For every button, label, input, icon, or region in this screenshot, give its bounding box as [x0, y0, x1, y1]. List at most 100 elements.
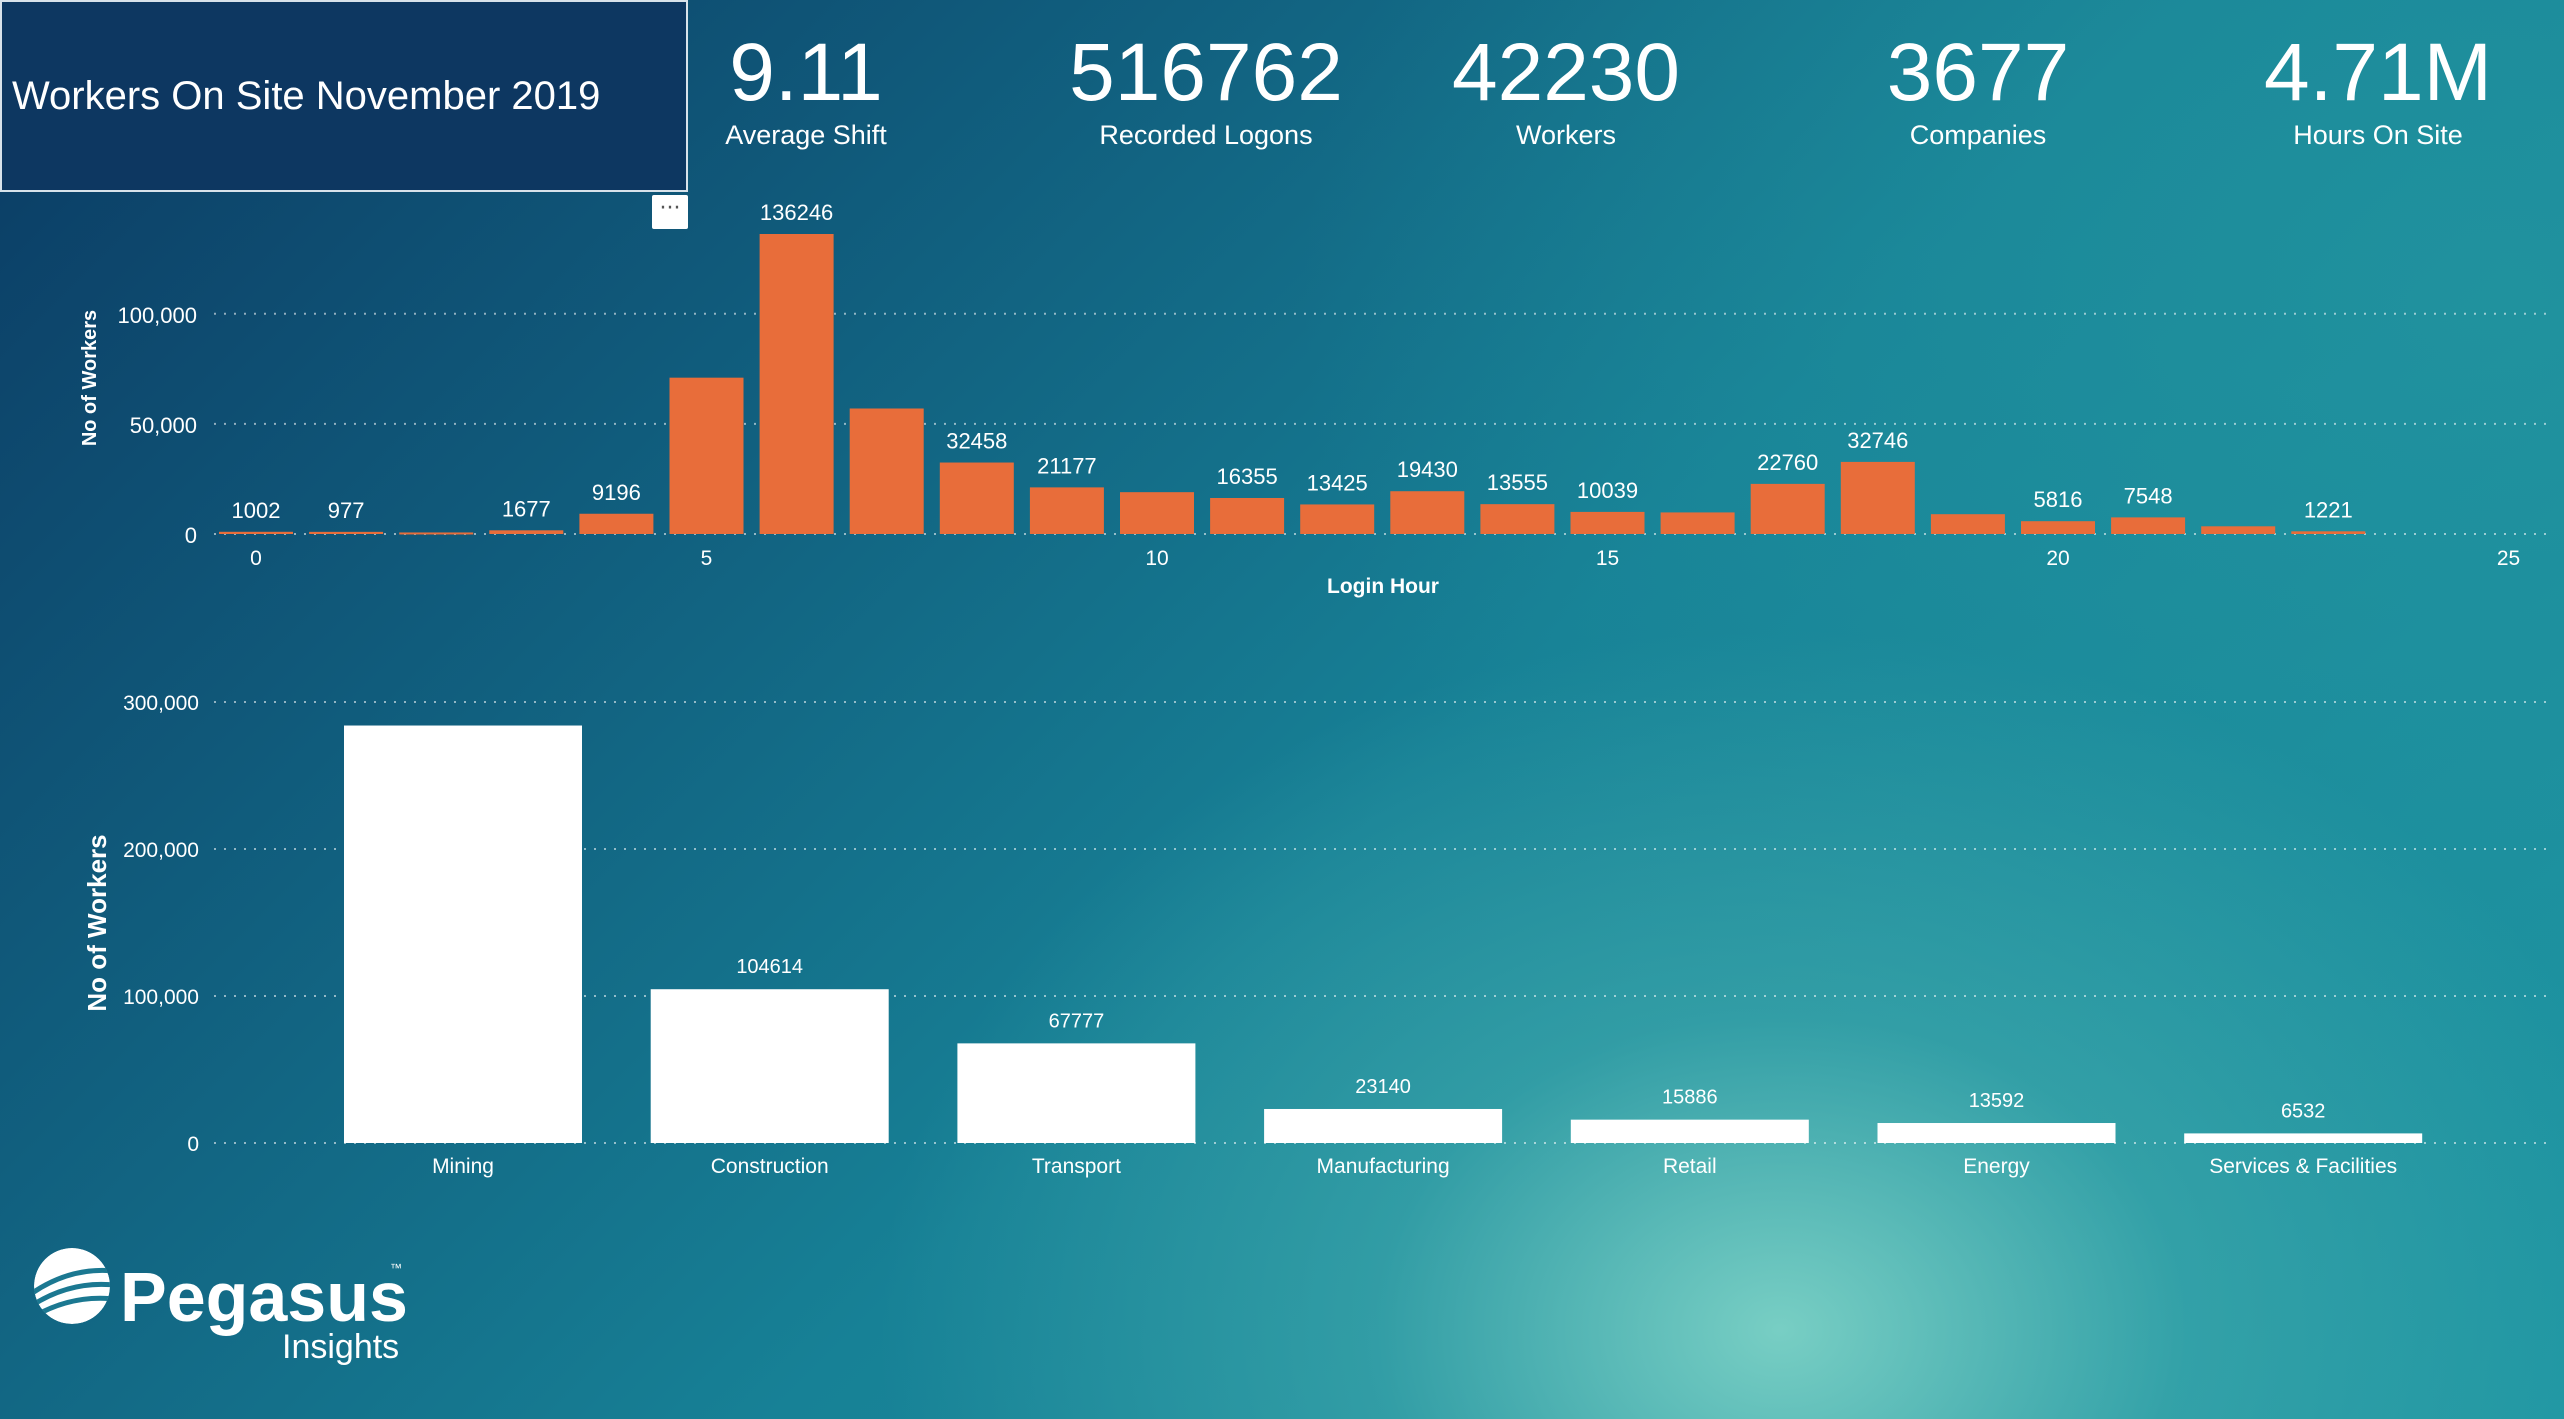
- bar: [309, 531, 384, 534]
- login-hour-chart: 0 50,000 100,000 1002 977 1677 9196 136246 32458…: [79, 200, 2550, 598]
- kpi-hours-on-site: 4.71M Hours On Site: [2238, 28, 2518, 152]
- logo-wordmark: Pegasus: [120, 1258, 408, 1336]
- bar: [219, 531, 293, 534]
- data-label: 13592: [1969, 1090, 2025, 1112]
- bar: [1570, 511, 1645, 534]
- x-tick-label: 25: [2497, 547, 2520, 570]
- kpi-label: Workers: [1515, 120, 1616, 150]
- bar: [2111, 517, 2186, 534]
- y-tick-label: 100,000: [123, 986, 199, 1009]
- data-label: 6532: [2281, 1100, 2326, 1122]
- data-label: 13425: [1307, 470, 1368, 495]
- bar: [344, 725, 582, 1143]
- kpi-label: Average Shift: [725, 120, 887, 150]
- data-label: 7548: [2124, 483, 2173, 508]
- y-tick-label: 100,000: [117, 303, 197, 328]
- bar: [2184, 1133, 2423, 1143]
- bar: [957, 1043, 1196, 1143]
- kpi-recorded-logons: 516762 Recorded Logons: [1056, 28, 1356, 152]
- data-label: 1002: [232, 498, 281, 523]
- kpi-label: Companies: [1909, 120, 2047, 150]
- bar: [1390, 491, 1465, 534]
- y-tick-label: 300,000: [123, 692, 199, 715]
- bar: [1930, 514, 2005, 534]
- category-label: Retail: [1663, 1155, 1717, 1178]
- data-label: 23140: [1355, 1076, 1411, 1098]
- x-tick-label: 15: [1596, 547, 1619, 570]
- logo-tm: ™: [390, 1261, 402, 1275]
- bar: [849, 408, 924, 534]
- data-label: 21177: [1037, 453, 1097, 478]
- bar: [1877, 1123, 2116, 1143]
- data-label: 136246: [760, 200, 833, 225]
- bar: [1029, 487, 1104, 534]
- x-tick-label: 10: [1145, 547, 1168, 570]
- kpi-value: 9.11: [729, 27, 883, 118]
- data-label: 104614: [736, 956, 803, 978]
- bar: [2291, 531, 2366, 534]
- data-label: 5816: [2034, 487, 2083, 512]
- category-label: Energy: [1963, 1155, 2030, 1178]
- data-label: 32746: [1847, 428, 1908, 453]
- data-label: 32458: [946, 429, 1007, 454]
- more-options-button[interactable]: ···: [652, 195, 688, 229]
- data-label: 67777: [1049, 1010, 1105, 1032]
- data-label: 22760: [1757, 450, 1818, 475]
- data-label: 19430: [1397, 457, 1458, 482]
- y-tick-label: 50,000: [130, 413, 197, 438]
- data-label: 977: [328, 498, 365, 523]
- bar: [939, 462, 1014, 534]
- kpi-companies: 3677 Companies: [1858, 28, 2098, 152]
- data-label: 9196: [592, 480, 641, 505]
- bar: [1840, 461, 1915, 534]
- page-title: Workers On Site November 2019: [12, 74, 601, 118]
- bar: [1660, 512, 1735, 534]
- x-tick-label: 20: [2046, 547, 2069, 570]
- category-label: Manufacturing: [1317, 1155, 1450, 1178]
- kpi-value: 42230: [1451, 27, 1681, 118]
- bar: [650, 989, 889, 1143]
- bar: [1300, 504, 1375, 534]
- bar: [2021, 521, 2095, 534]
- bar: [1750, 483, 1825, 534]
- data-label: 15886: [1662, 1087, 1718, 1109]
- bar: [759, 234, 834, 534]
- pegasus-globe-icon: [34, 1248, 110, 1324]
- data-label: 10039: [1577, 478, 1638, 503]
- kpi-average-shift: 9.11 Average Shift: [716, 28, 896, 152]
- logo-subtitle: Insights: [282, 1328, 399, 1366]
- bar: [399, 532, 474, 535]
- kpi-label: Hours On Site: [2293, 120, 2463, 150]
- kpi-label: Recorded Logons: [1099, 120, 1313, 150]
- x-tick-label: 5: [701, 547, 713, 570]
- category-label: Construction: [711, 1155, 829, 1178]
- bar: [489, 530, 564, 534]
- bar: [1570, 1119, 1809, 1143]
- y-axis-label: No of Workers: [79, 310, 101, 446]
- pegasus-logo: Pegasus ™ Insights: [34, 1248, 408, 1366]
- y-tick-label: 200,000: [123, 839, 199, 862]
- title-box: Workers On Site November 2019: [0, 0, 688, 192]
- data-label: 13555: [1487, 470, 1548, 495]
- kpi-value: 516762: [1069, 27, 1343, 118]
- bar: [579, 513, 654, 534]
- category-label: Mining: [432, 1155, 494, 1178]
- y-axis-label: No of Workers: [82, 834, 112, 1011]
- kpi-value: 3677: [1886, 27, 2070, 118]
- bar: [1120, 492, 1194, 534]
- data-label: 1221: [2304, 497, 2353, 522]
- category-label: Services & Facilities: [2209, 1155, 2397, 1178]
- kpi-value: 4.71M: [2264, 27, 2492, 118]
- y-tick-label: 0: [185, 523, 197, 548]
- category-label: Transport: [1032, 1155, 1121, 1178]
- kpi-workers: 42230 Workers: [1426, 28, 1706, 152]
- y-tick-label: 0: [187, 1133, 199, 1156]
- bar: [2201, 526, 2276, 534]
- bar: [669, 377, 744, 534]
- bar: [1480, 504, 1555, 534]
- data-label: 16355: [1217, 464, 1278, 489]
- industry-chart: 0 100,000 200,000 300,000 Mining 104614 Constr…: [82, 692, 2550, 1178]
- x-axis-label: Login Hour: [1327, 575, 1439, 598]
- bar: [1210, 497, 1285, 534]
- x-tick-label: 0: [250, 547, 262, 570]
